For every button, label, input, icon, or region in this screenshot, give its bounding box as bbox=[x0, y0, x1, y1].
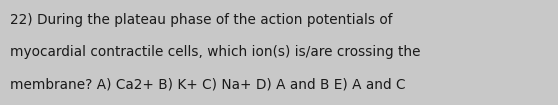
Text: 22) During the plateau phase of the action potentials of: 22) During the plateau phase of the acti… bbox=[10, 13, 392, 27]
Text: myocardial contractile cells, which ion(s) is/are crossing the: myocardial contractile cells, which ion(… bbox=[10, 45, 421, 59]
Text: membrane? A) Ca2+ B) K+ C) Na+ D) A and B E) A and C: membrane? A) Ca2+ B) K+ C) Na+ D) A and … bbox=[10, 78, 406, 92]
